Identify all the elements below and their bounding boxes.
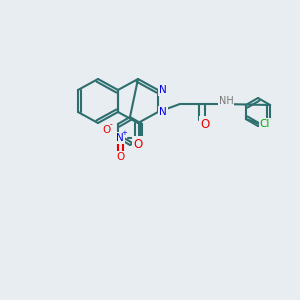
Text: NH: NH — [219, 96, 233, 106]
Text: O: O — [116, 152, 124, 162]
Text: N: N — [116, 133, 124, 143]
Text: Cl: Cl — [260, 119, 270, 129]
Text: N: N — [159, 107, 167, 117]
Text: N: N — [159, 85, 167, 95]
Text: +: + — [121, 130, 127, 136]
Text: O: O — [134, 137, 142, 151]
Text: O: O — [102, 125, 110, 135]
Text: O: O — [200, 118, 210, 130]
Text: -: - — [110, 121, 112, 130]
